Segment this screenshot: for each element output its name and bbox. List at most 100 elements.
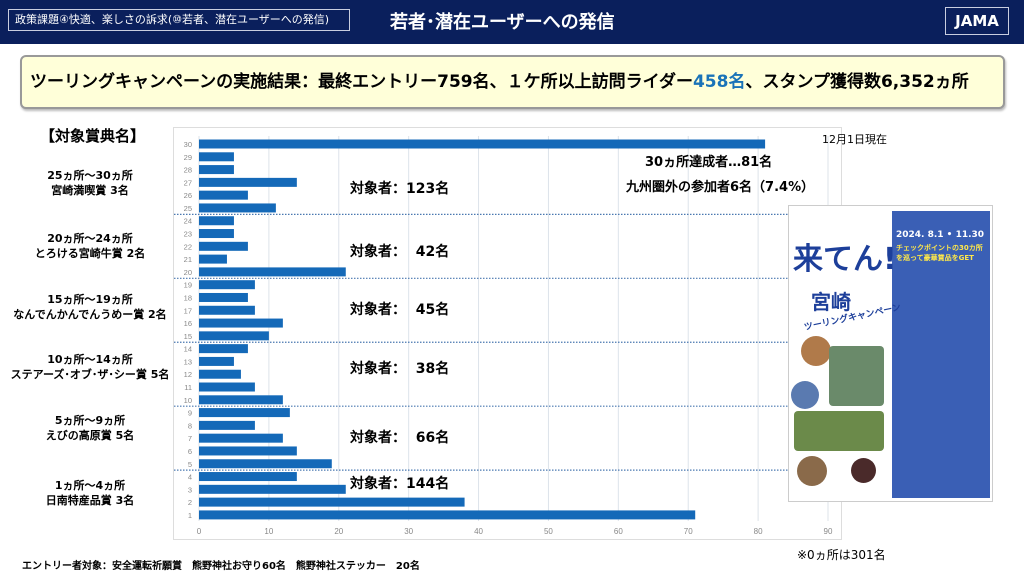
jama-logo: JAMA xyxy=(945,7,1009,35)
y-tick-label: 21 xyxy=(184,255,192,264)
x-tick-label: 40 xyxy=(474,527,483,536)
bar xyxy=(199,446,297,456)
page-title: 若者･潜在ユーザーへの発信 xyxy=(390,12,615,33)
y-tick-label: 17 xyxy=(184,306,192,315)
y-tick-label: 14 xyxy=(184,345,192,354)
terrace-photo xyxy=(794,411,884,451)
sea-photo xyxy=(791,381,819,409)
y-tick-label: 12 xyxy=(184,370,192,379)
award-range: 20ヵ所～24ヵ所 xyxy=(47,232,133,245)
bar xyxy=(199,382,255,392)
bar xyxy=(199,318,283,328)
x-tick-label: 0 xyxy=(197,527,202,536)
poster-info-panel xyxy=(892,211,990,498)
award-item: 5ヵ所～9ヵ所 えびの高原賞 5名 xyxy=(0,413,180,443)
y-tick-label: 20 xyxy=(184,268,192,277)
y-tick-label: 27 xyxy=(184,178,192,187)
bar xyxy=(199,229,234,239)
bar-chart: 0 10 20 30 40 50 60 70 80 90 30 29 28 27 26 25 24 23 22 21 2… xyxy=(173,127,842,540)
y-tick-label: 24 xyxy=(184,217,192,226)
bar xyxy=(199,433,283,443)
banner-highlight: 458名 xyxy=(692,72,746,92)
bar xyxy=(199,459,332,469)
x-tick-label: 70 xyxy=(684,527,693,536)
bar xyxy=(199,497,465,507)
award-prize: なんでんかんでんうめー賞 2名 xyxy=(13,308,167,321)
group-total-label: 対象者：144名 xyxy=(350,476,450,492)
poster-subtitle: 宮崎 xyxy=(811,290,851,314)
x-tick-label: 80 xyxy=(754,527,763,536)
header-bar: 政策課題④快適、楽しさの訴求(⑩若者、潜在ユーザーへの発信) 若者･潜在ユーザー… xyxy=(0,0,1024,44)
award-item: 25ヵ所～30ヵ所 宮崎満喫賞 3名 xyxy=(0,168,180,198)
group-total-label: 対象者： 66名 xyxy=(350,430,450,446)
bar xyxy=(199,280,255,290)
bar xyxy=(199,510,696,520)
y-tick-label: 13 xyxy=(184,357,192,366)
banner-prefix: ツーリングキャンペーンの実施結果：最終エントリー759名、１ケ所以上訪問ライダー xyxy=(30,72,693,92)
bar xyxy=(199,216,234,226)
dish-photo xyxy=(851,458,876,483)
bar xyxy=(199,254,227,264)
award-item: 1ヵ所～4ヵ所 日南特産品賞 3名 xyxy=(0,478,180,508)
campaign-poster: 来てん! 宮崎 ツーリングキャンペーン 2024. 8.1 • 11.30 チェ… xyxy=(788,205,993,502)
breadcrumb: 政策課題④快適、楽しさの訴求(⑩若者、潜在ユーザーへの発信) xyxy=(8,9,350,31)
y-tick-label: 22 xyxy=(184,242,192,251)
bar xyxy=(199,177,297,187)
y-tick-label: 2 xyxy=(188,498,192,507)
y-tick-label: 23 xyxy=(184,230,192,239)
y-tick-label: 30 xyxy=(184,140,192,149)
y-tick-label: 11 xyxy=(184,383,192,392)
x-tick-label: 30 xyxy=(404,527,413,536)
award-prize: えびの高原賞 5名 xyxy=(45,429,135,442)
award-prize: とろける宮崎牛賞 2名 xyxy=(34,247,146,260)
x-tick-label: 20 xyxy=(334,527,343,536)
award-range: 25ヵ所～30ヵ所 xyxy=(47,169,133,182)
bar xyxy=(199,203,276,213)
x-tick-label: 50 xyxy=(544,527,553,536)
y-tick-label: 9 xyxy=(188,409,192,418)
bar xyxy=(199,305,255,315)
chart-svg: 0 10 20 30 40 50 60 70 80 90302928272625242322212… xyxy=(174,136,833,536)
award-prize: 日南特産品賞 3名 xyxy=(45,494,135,507)
zero-note: ※0ヵ所は301名 xyxy=(797,548,886,562)
y-tick-label: 26 xyxy=(184,191,192,200)
poster-headline: チェックポイントの30カ所を巡って豪華賞品をGET xyxy=(896,244,983,262)
group-total-label: 対象者： 45名 xyxy=(350,302,450,318)
bar xyxy=(199,408,290,418)
group-total-label: 対象者： 42名 xyxy=(350,244,450,260)
y-tick-label: 8 xyxy=(188,421,192,430)
bar xyxy=(199,484,346,494)
y-tick-label: 5 xyxy=(188,460,192,469)
bar xyxy=(199,420,255,430)
y-tick-label: 19 xyxy=(184,281,192,290)
x-tick-label: 60 xyxy=(614,527,623,536)
annotation-30-achievers: 30ヵ所達成者…81名 xyxy=(645,155,773,170)
award-item: 15ヵ所～19ヵ所 なんでんかんでんうめー賞 2名 xyxy=(0,292,180,322)
bar xyxy=(199,344,248,354)
bar xyxy=(199,139,766,149)
y-tick-label: 15 xyxy=(184,332,192,341)
y-tick-label: 7 xyxy=(188,434,192,443)
meal-photo xyxy=(797,456,827,486)
y-tick-label: 16 xyxy=(184,319,192,328)
bar xyxy=(199,369,241,379)
bar xyxy=(199,395,283,405)
bar xyxy=(199,165,234,175)
as-of-date: 12月1日現在 xyxy=(822,133,887,146)
group-total-label: 対象者：123名 xyxy=(350,181,450,197)
food-photo xyxy=(801,336,831,366)
x-tick-label: 10 xyxy=(264,527,273,536)
y-tick-label: 25 xyxy=(184,204,192,213)
banner-suffix: 、スタンプ獲得数6,352ヵ所 xyxy=(745,72,969,92)
x-tick-label: 90 xyxy=(824,527,833,536)
group-total-label: 対象者： 38名 xyxy=(350,361,450,377)
poster-dates: 2024. 8.1 • 11.30 xyxy=(896,230,985,240)
y-tick-label: 29 xyxy=(184,153,192,162)
annotation-outside-kyushu: 九州圏外の参加者6名（7.4%） xyxy=(626,180,815,195)
bar xyxy=(199,267,346,277)
y-tick-label: 3 xyxy=(188,485,192,494)
bar xyxy=(199,152,234,162)
award-range: 5ヵ所～9ヵ所 xyxy=(54,414,126,427)
poster-title: 来てん! xyxy=(793,242,897,277)
award-prize: ステアーズ･オブ･ザ･シー賞 5名 xyxy=(10,368,170,381)
